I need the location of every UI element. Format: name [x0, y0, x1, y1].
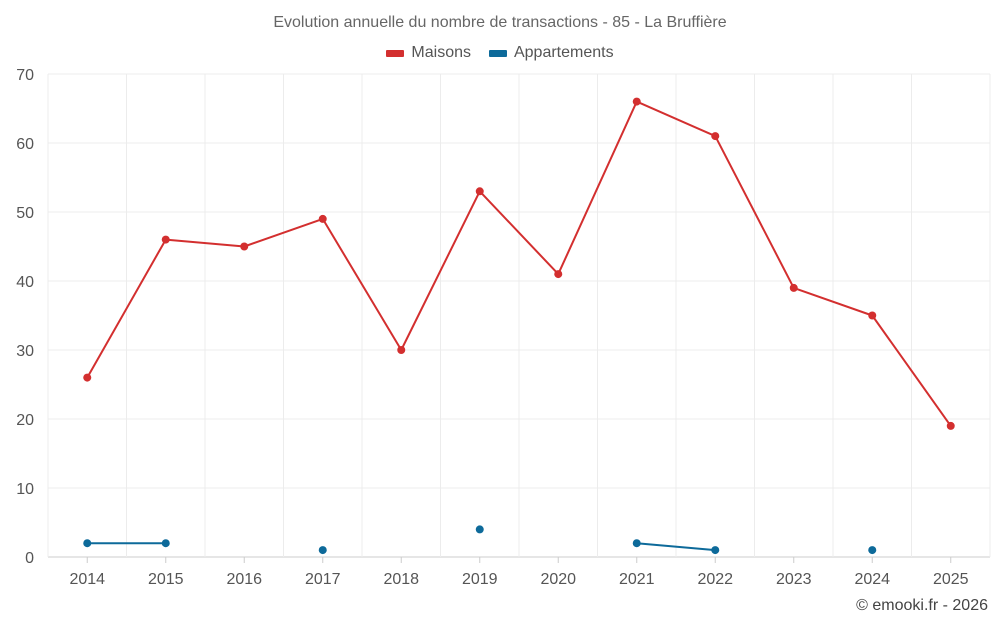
legend-label-maisons: Maisons [411, 44, 471, 61]
x-tick-label: 2014 [69, 571, 105, 588]
y-tick-label: 0 [25, 550, 34, 567]
legend-swatch-appartements [488, 49, 507, 57]
data-point-maisons [632, 97, 641, 106]
series-line-maisons [321, 217, 403, 351]
y-tick-label: 20 [16, 412, 34, 429]
legend-label-appartements: Appartements [513, 44, 614, 61]
series-line-maisons [792, 286, 874, 317]
series-line-maisons [243, 217, 324, 248]
data-point-maisons [475, 187, 484, 196]
chart-title: Evolution annuelle du nombre de transact… [273, 14, 727, 31]
x-tick-label: 2023 [776, 571, 812, 588]
legend: Maisons Appartements [0, 44, 1000, 62]
data-point-maisons [789, 283, 798, 292]
data-point-maisons [240, 242, 249, 251]
data-point-maisons [868, 311, 877, 320]
data-point-appartements [868, 546, 877, 555]
series-line-appartements [635, 542, 717, 552]
y-tick-label: 70 [16, 67, 34, 84]
copyright-credit: © emooki.fr - 2026 [856, 597, 988, 614]
series-line-maisons [400, 190, 481, 351]
data-point-maisons [554, 270, 563, 279]
data-point-appartements [83, 539, 92, 548]
x-tick-label: 2021 [619, 571, 655, 588]
x-tick-label: 2018 [383, 571, 419, 588]
x-tick-label: 2016 [226, 571, 262, 588]
data-point-appartements [161, 539, 170, 548]
series-line-maisons [871, 314, 952, 427]
x-tick-label: 2025 [933, 571, 969, 588]
series-line-maisons [86, 238, 167, 379]
series-line-maisons [557, 100, 638, 276]
x-tick-label: 2020 [540, 571, 576, 588]
x-tick-label: 2019 [462, 571, 498, 588]
data-point-appartements [475, 525, 484, 534]
legend-item-maisons[interactable]: Maisons [386, 44, 471, 62]
data-point-maisons [397, 346, 406, 354]
legend-swatch-maisons [386, 49, 405, 57]
data-point-appartements [632, 539, 641, 548]
y-tick-label: 40 [16, 274, 34, 291]
y-tick-label: 10 [16, 481, 34, 498]
series-line-maisons [478, 190, 560, 276]
legend-item-appartements[interactable]: Appartements [488, 44, 614, 62]
y-tick-label: 50 [16, 205, 34, 222]
x-tick-label: 2022 [697, 571, 733, 588]
x-tick-label: 2017 [305, 571, 341, 588]
data-point-maisons [318, 214, 327, 223]
data-point-maisons [83, 373, 92, 382]
data-point-maisons [711, 132, 720, 141]
data-point-appartements [318, 546, 327, 555]
x-tick-label: 2015 [148, 571, 184, 588]
series-line-maisons [164, 238, 246, 248]
data-point-appartements [711, 546, 720, 555]
data-point-maisons [161, 235, 170, 244]
y-tick-label: 60 [16, 136, 34, 153]
x-tick-label: 2024 [854, 571, 890, 588]
series-line-maisons [635, 100, 717, 138]
series-line-maisons [714, 135, 795, 289]
y-tick-label: 30 [16, 343, 34, 360]
data-point-maisons [946, 421, 955, 430]
